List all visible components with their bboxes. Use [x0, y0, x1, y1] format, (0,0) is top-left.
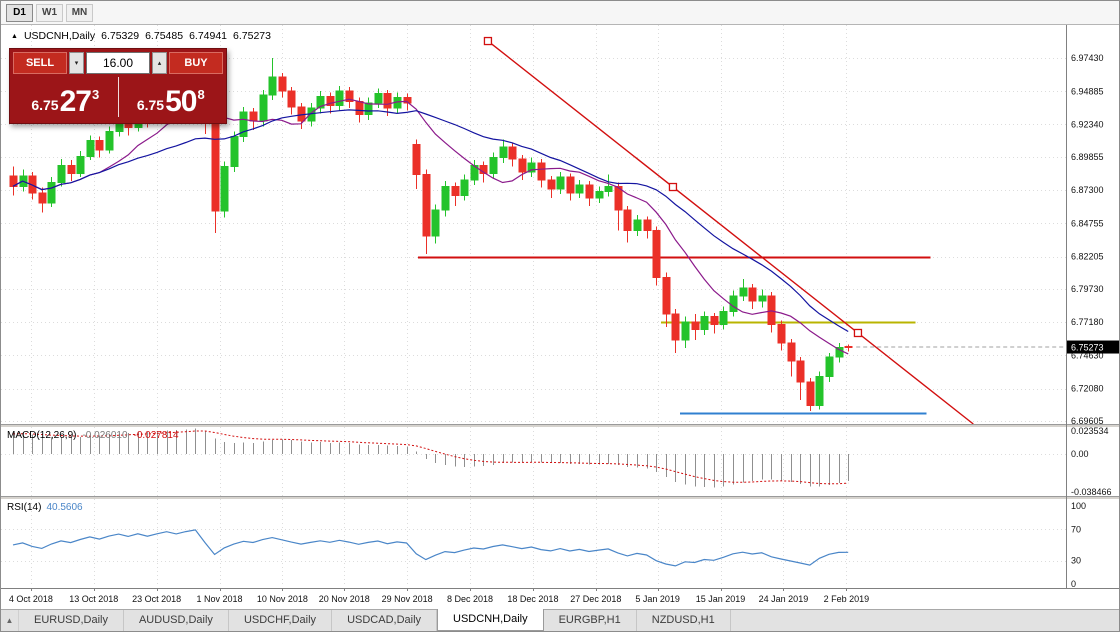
svg-text:27 Dec 2018: 27 Dec 2018 [570, 594, 621, 604]
svg-text:29 Nov 2018: 29 Nov 2018 [382, 594, 433, 604]
svg-text:70: 70 [1071, 524, 1081, 534]
svg-text:20 Nov 2018: 20 Nov 2018 [319, 594, 370, 604]
rsi-label: RSI(14) 40.5606 [7, 502, 83, 513]
timeframe-button-mn[interactable]: MN [66, 3, 93, 22]
tab-usdcnh-daily[interactable]: USDCNH,Daily [437, 609, 544, 631]
volume-input[interactable] [86, 52, 150, 74]
tab-usdchf-daily[interactable]: USDCHF,Daily [229, 610, 333, 631]
svg-text:6.75273: 6.75273 [1071, 343, 1104, 353]
svg-text:6.84755: 6.84755 [1071, 218, 1104, 228]
buy-price-sup: 8 [197, 87, 205, 102]
svg-text:0.023534: 0.023534 [1071, 426, 1109, 436]
buy-price-base: 6.75 [136, 97, 165, 113]
trendline-handle[interactable] [853, 328, 863, 338]
svg-text:24 Jan 2019: 24 Jan 2019 [759, 594, 809, 604]
svg-text:0.00: 0.00 [1071, 449, 1089, 459]
svg-text:6.79730: 6.79730 [1071, 284, 1104, 294]
rsi-line [12, 529, 849, 567]
caret-up-icon: ▴ [157, 59, 162, 67]
svg-text:6.89855: 6.89855 [1071, 152, 1104, 162]
svg-text:2 Feb 2019: 2 Feb 2019 [824, 594, 870, 604]
svg-text:10 Nov 2018: 10 Nov 2018 [257, 594, 308, 604]
svg-text:4 Oct 2018: 4 Oct 2018 [9, 594, 53, 604]
svg-text:1 Nov 2018: 1 Nov 2018 [197, 594, 243, 604]
timeframe-button-d1[interactable]: D1 [6, 3, 33, 22]
macd-signal-line [12, 430, 849, 485]
trendline-handle[interactable] [483, 36, 493, 46]
ohlc-close: 6.75273 [233, 30, 271, 42]
tab-scroll-icon[interactable]: ▲ [1, 610, 19, 631]
tab-nzdusd-h1[interactable]: NZDUSD,H1 [637, 610, 731, 631]
ohlc-high: 6.75485 [145, 30, 184, 42]
panel-splitter[interactable] [1, 496, 1120, 499]
svg-text:18 Dec 2018: 18 Dec 2018 [507, 594, 558, 604]
ma-slow-line [12, 109, 849, 333]
sell-price-sup: 3 [91, 87, 100, 102]
svg-text:6.77180: 6.77180 [1071, 317, 1104, 327]
svg-text:6.69605: 6.69605 [1071, 416, 1104, 426]
tab-usdcad-daily[interactable]: USDCAD,Daily [332, 610, 438, 631]
volume-increase-button[interactable]: ▴ [152, 52, 167, 74]
chart-symbol-label: USDCNH,Daily [23, 30, 96, 42]
svg-text:100: 100 [1071, 501, 1086, 511]
svg-text:6.97430: 6.97430 [1071, 53, 1104, 63]
panel-splitter[interactable] [1, 424, 1120, 427]
buy-button[interactable]: BUY [169, 52, 223, 74]
sell-button[interactable]: SELL [13, 52, 67, 74]
svg-text:6.82205: 6.82205 [1071, 252, 1104, 262]
tab-audusd-daily[interactable]: AUDUSD,Daily [124, 610, 229, 631]
chart-canvas[interactable]: 6.97430 6.94885 6.92340 6.89855 6.87300 6.847… [1, 25, 1120, 609]
sell-price-base: 6.75 [31, 97, 59, 113]
time-axis: 4 Oct 2018 13 Oct 2018 23 Oct 2018 1 Nov 20… [9, 588, 869, 604]
chart-marker-icon: ▲ [11, 32, 18, 40]
svg-text:8 Dec 2018: 8 Dec 2018 [447, 594, 493, 604]
buy-price-big: 50 [165, 85, 197, 119]
macd-label: MACD(12,26,9) -0.026010 -0.027814 [7, 430, 179, 441]
svg-text:6.94885: 6.94885 [1071, 86, 1104, 96]
chart-tab-bar: ▲ EURUSD,Daily AUDUSD,Daily USDCHF,Daily… [1, 609, 1119, 631]
svg-text:23 Oct 2018: 23 Oct 2018 [132, 594, 181, 604]
svg-text:0: 0 [1071, 579, 1076, 589]
tab-eurusd-daily[interactable]: EURUSD,Daily [19, 610, 124, 631]
svg-text:13 Oct 2018: 13 Oct 2018 [69, 594, 118, 604]
chart-area: 6.97430 6.94885 6.92340 6.89855 6.87300 6.847… [1, 25, 1119, 609]
caret-down-icon: ▾ [74, 59, 79, 67]
volume-decrease-button[interactable]: ▾ [69, 52, 84, 74]
price-divider [117, 77, 119, 117]
price-scale: 6.97430 6.94885 6.92340 6.89855 6.87300 6.847… [1067, 53, 1119, 589]
trendline-handle[interactable] [668, 182, 678, 192]
sell-price-big: 27 [59, 85, 92, 119]
svg-text:6.92340: 6.92340 [1071, 119, 1104, 129]
chart-ohlc-header: ▲ USDCNH,Daily 6.75329 6.75485 6.74941 6… [11, 30, 271, 42]
trendline[interactable] [487, 40, 974, 425]
svg-text:6.87300: 6.87300 [1071, 185, 1104, 195]
macd-histogram [13, 428, 849, 488]
svg-text:6.72080: 6.72080 [1071, 384, 1104, 394]
svg-text:6.74630: 6.74630 [1071, 350, 1104, 360]
svg-text:-0.038466: -0.038466 [1071, 487, 1112, 497]
current-price-tag [1067, 340, 1119, 354]
svg-text:15 Jan 2019: 15 Jan 2019 [696, 594, 746, 604]
tab-eurgbp-h1[interactable]: EURGBP,H1 [544, 610, 637, 631]
buy-price-button[interactable]: 6.75 50 8 [119, 74, 224, 120]
sell-price-button[interactable]: 6.75 27 3 [13, 74, 118, 120]
svg-text:5 Jan 2019: 5 Jan 2019 [635, 594, 680, 604]
ma-fast-line [12, 98, 849, 355]
ohlc-open: 6.75329 [101, 30, 140, 42]
svg-text:30: 30 [1071, 556, 1081, 566]
timeframe-button-w1[interactable]: W1 [36, 3, 63, 22]
timeframe-toolbar: D1 W1 MN [1, 1, 1119, 25]
ohlc-low: 6.74941 [189, 30, 228, 42]
